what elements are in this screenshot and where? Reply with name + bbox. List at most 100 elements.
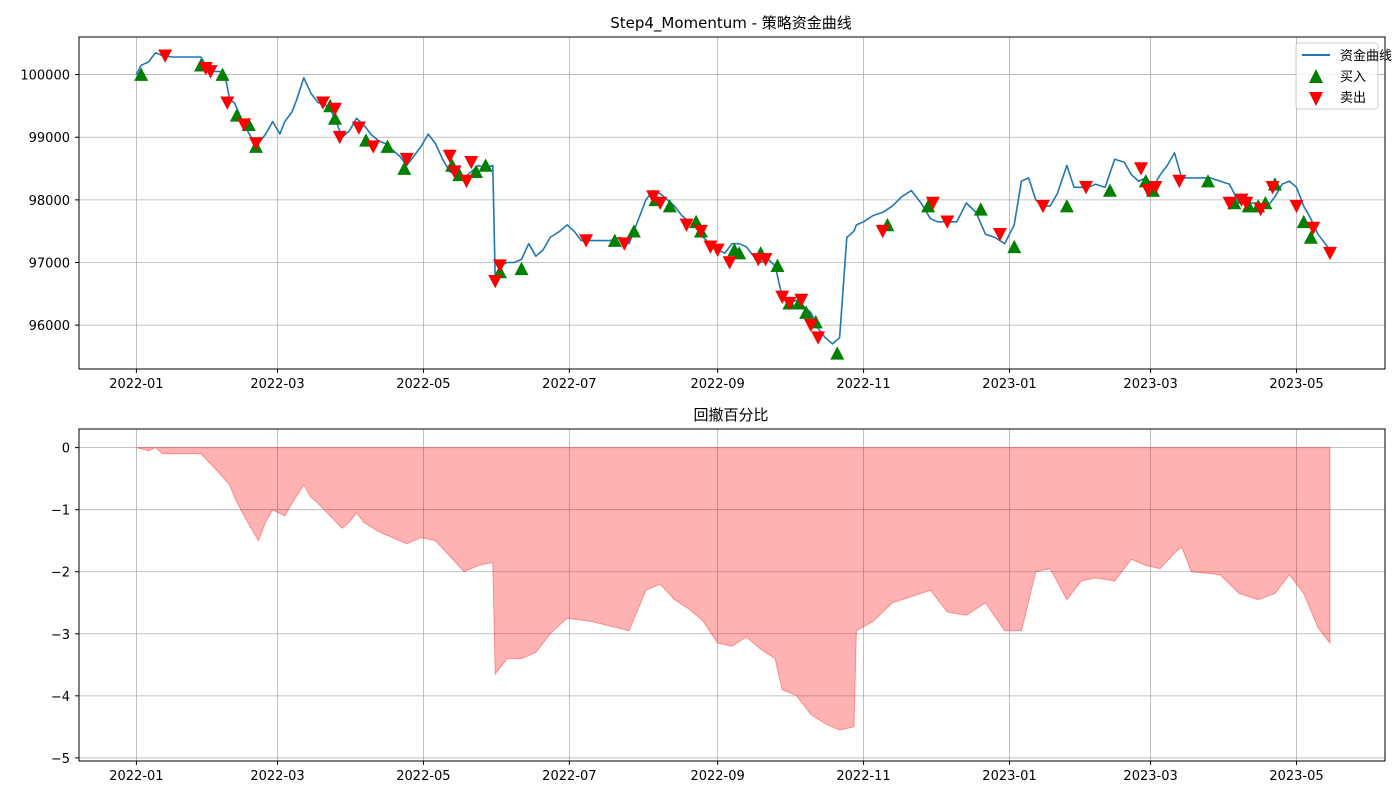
sell-marker <box>758 253 773 267</box>
x-tick-label: 2023-05 <box>1269 769 1323 784</box>
equity-x-axis: 2022-01 2022-03 2022-05 2022-07 2022-09 2022-… <box>109 369 1324 392</box>
x-tick-label: 2023-03 <box>1123 377 1177 392</box>
x-tick-label: 2022-03 <box>250 769 304 784</box>
equity-y-axis: 96000 97000 98000 99000 100000 <box>20 69 79 334</box>
sell-marker <box>158 49 173 63</box>
buy-marker <box>830 346 845 360</box>
sell-marker <box>1239 196 1254 210</box>
sell-marker <box>1253 202 1268 217</box>
buy-marker <box>215 67 230 81</box>
sell-marker <box>315 96 330 110</box>
buy-marker <box>770 258 785 272</box>
sell-marker <box>775 290 790 304</box>
sell-marker <box>782 296 797 311</box>
buy-marker <box>1102 183 1117 197</box>
y-tick-label: −3 <box>51 628 70 643</box>
sell-marker <box>1141 184 1156 198</box>
buy-marker <box>732 246 747 260</box>
sell-marker <box>1306 221 1321 236</box>
buy-marker <box>921 199 936 213</box>
buy-marker <box>397 161 412 175</box>
x-tick-label: 2022-11 <box>836 769 890 784</box>
x-tick-label: 2022-09 <box>690 377 744 392</box>
x-tick-label: 2022-01 <box>109 769 163 784</box>
legend-label-sell: 卖出 <box>1340 91 1366 106</box>
sell-marker <box>237 118 252 132</box>
legend-label-buy: 买入 <box>1340 70 1366 85</box>
buy-marker <box>1059 199 1074 213</box>
y-tick-label: 98000 <box>29 194 70 209</box>
buy-marker <box>626 224 641 238</box>
drawdown-chart: 回撤百分比 2022-01 2022-03 2022-05 2022-07 2022-0… <box>51 406 1386 784</box>
sell-marker <box>1134 162 1149 176</box>
sell-marker <box>203 65 218 79</box>
x-tick-label: 2022-11 <box>836 377 890 392</box>
buy-marker <box>478 158 493 172</box>
sell-marker <box>351 121 366 135</box>
y-tick-label: −2 <box>51 566 70 581</box>
sell-marker <box>803 318 818 333</box>
drawdown-chart-title: 回撤百分比 <box>693 406 768 424</box>
buy-marker <box>799 305 814 319</box>
buy-marker <box>1303 230 1318 244</box>
buy-marker <box>380 139 395 153</box>
y-tick-label: 0 <box>62 442 70 457</box>
sell-marker <box>492 259 507 273</box>
sell-marker <box>399 152 414 167</box>
x-tick-label: 2023-01 <box>982 377 1036 392</box>
sell-marker <box>332 130 347 145</box>
sell-marker <box>249 137 264 151</box>
sell-marker <box>1079 181 1094 195</box>
sell-marker <box>1035 199 1050 214</box>
sell-marker <box>488 275 503 289</box>
x-tick-label: 2023-01 <box>982 769 1036 784</box>
y-tick-label: −1 <box>51 504 70 519</box>
legend-label-equity: 资金曲线 <box>1340 48 1392 64</box>
sell-marker <box>220 96 235 110</box>
sell-marker <box>653 196 668 210</box>
y-tick-label: −5 <box>51 752 70 767</box>
sell-marker <box>617 237 632 251</box>
drawdown-axes-frame <box>78 428 1386 762</box>
legend-buy-marker-icon <box>1309 69 1323 83</box>
sell-marker <box>811 331 826 345</box>
sell-marker <box>940 215 955 229</box>
sell-marker <box>693 224 708 239</box>
sell-marker <box>679 218 694 232</box>
y-tick-label: 100000 <box>20 69 70 84</box>
drawdown-plot-area <box>136 447 1331 731</box>
drawdown-x-axis: 2022-01 2022-03 2022-05 2022-07 2022-09 2022-… <box>109 761 1324 784</box>
drawdown-area <box>136 447 1331 731</box>
x-tick-label: 2023-05 <box>1269 377 1323 392</box>
buy-marker <box>791 296 806 310</box>
x-tick-label: 2022-03 <box>250 377 304 392</box>
drawdown-y-axis: −5 −4 −3 −2 −1 0 <box>51 442 79 767</box>
buy-marker <box>689 214 704 229</box>
x-tick-label: 2022-05 <box>396 769 450 784</box>
drawdown-grid <box>79 429 1385 761</box>
buy-marker <box>1241 199 1256 213</box>
buy-marker <box>469 164 484 178</box>
sell-marker <box>646 190 661 204</box>
sell-marker <box>722 256 737 270</box>
y-tick-label: 97000 <box>29 257 70 272</box>
y-tick-label: −4 <box>51 690 70 705</box>
sell-marker <box>1265 181 1280 195</box>
buy-marker <box>1296 214 1311 229</box>
sell-marker <box>1289 199 1304 214</box>
buy-marker <box>1200 174 1215 188</box>
buy-marker <box>1007 239 1022 254</box>
x-tick-label: 2023-03 <box>1123 769 1177 784</box>
x-tick-label: 2022-07 <box>542 377 596 392</box>
sell-marker <box>710 243 725 257</box>
buy-marker <box>973 202 988 216</box>
x-tick-label: 2022-07 <box>542 769 596 784</box>
sell-marker <box>579 234 594 248</box>
sell-marker <box>1222 196 1237 210</box>
sell-marker <box>1322 246 1337 261</box>
sell-marker <box>366 140 381 154</box>
buy-marker <box>229 108 244 122</box>
buy-marker <box>1138 174 1153 188</box>
buy-marker <box>662 199 677 213</box>
